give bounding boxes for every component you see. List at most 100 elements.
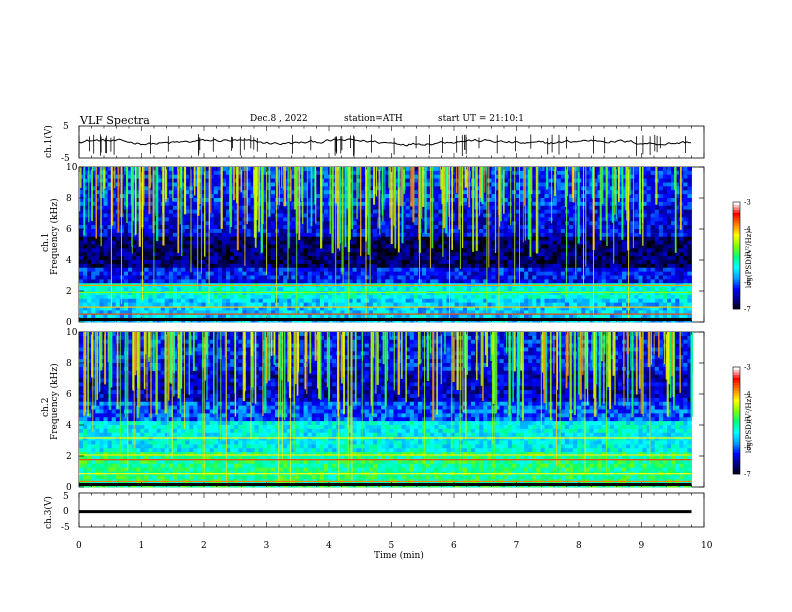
spectrogram-cell — [352, 275, 358, 280]
spectrogram-cell — [650, 287, 656, 292]
spectrogram-cell — [307, 229, 313, 234]
spectrogram-cell — [667, 167, 672, 172]
spectrogram-cell — [144, 287, 149, 292]
spectrogram-cell — [299, 271, 304, 276]
spectrogram-cell — [491, 194, 496, 199]
spectrogram-cell — [181, 198, 186, 203]
spectrogram-cell — [511, 263, 517, 269]
spectrogram-cell — [507, 271, 513, 276]
spectrogram-cell — [83, 256, 88, 261]
spectrogram-cell — [507, 291, 513, 296]
spectrogram-cell — [79, 201, 84, 207]
spectrogram-cell — [389, 279, 394, 284]
spectrogram-cell — [507, 260, 513, 265]
spectrogram-cell — [217, 267, 223, 273]
spectrogram-cell — [462, 232, 468, 238]
spectrogram-cell — [532, 167, 537, 172]
spectrogram-cell — [373, 236, 378, 242]
spectrogram-cell — [662, 217, 668, 222]
spectrogram-cell — [168, 170, 174, 176]
spectrogram-cell — [483, 260, 488, 265]
spectrogram-cell — [352, 244, 358, 249]
spectrogram-cell — [634, 167, 639, 172]
spectrogram-cell — [597, 256, 603, 261]
spectrogram-cell — [622, 221, 627, 226]
spectrogram-cell — [405, 271, 411, 276]
spectrogram-cell — [662, 240, 668, 245]
spectrogram-cell — [270, 182, 276, 187]
spectrogram-cell — [466, 213, 472, 218]
spectrogram-cell — [667, 186, 672, 191]
spectrogram-cell — [156, 205, 162, 211]
spectrogram-cell — [373, 267, 378, 273]
spectrogram-cell — [405, 186, 411, 191]
spectrogram-cell — [99, 287, 104, 292]
spectrogram-cell — [634, 186, 639, 191]
spectrogram-cell — [413, 174, 419, 180]
spectrogram-cell — [111, 174, 117, 180]
spectrogram-cell — [148, 229, 153, 234]
spectrogram-cell — [250, 271, 255, 276]
spectrogram-cell — [393, 248, 398, 253]
spectrogram-cell — [487, 279, 492, 284]
spectrogram-cell — [585, 182, 590, 187]
spectrogram-cell — [311, 236, 317, 242]
spectrogram-cell — [507, 256, 513, 261]
spectrogram-cell — [658, 213, 664, 218]
spectrogram-cell — [111, 201, 117, 207]
spectrogram-cell — [495, 252, 500, 257]
spectrogram-cell — [618, 263, 623, 269]
spectrogram-cell — [618, 205, 623, 211]
spectrogram-cell — [654, 232, 660, 238]
spectrogram-cell — [450, 275, 456, 280]
spectrogram-cell — [119, 267, 125, 273]
spectrogram-cell — [593, 190, 598, 195]
spectrogram-cell — [136, 221, 141, 226]
spectrogram-cell — [532, 236, 537, 242]
spectrogram-cell — [226, 205, 231, 211]
spectrogram-cell — [650, 267, 656, 273]
spectrogram-cell — [315, 291, 321, 296]
spectrogram-cell — [401, 236, 407, 242]
spectrogram-cell — [458, 248, 464, 253]
spectrogram-cell — [79, 221, 84, 226]
spectrogram-cell — [205, 209, 211, 214]
spectrogram-cell — [291, 240, 296, 245]
spectrogram-cell — [544, 287, 549, 292]
spectrogram-cell — [254, 244, 260, 249]
spectrogram-cell — [315, 174, 321, 180]
spectrogram-cell — [618, 256, 623, 261]
spectrogram-cell — [230, 279, 235, 284]
spectrogram-cell — [307, 205, 313, 211]
spectrogram-cell — [315, 244, 321, 249]
spectrogram-cell — [340, 252, 345, 257]
spectrogram-cell — [221, 271, 227, 276]
spectrogram-cell — [654, 236, 660, 242]
spectrogram-cell — [564, 263, 570, 269]
spectrogram-cell — [115, 267, 121, 273]
spectrogram-cell — [560, 221, 566, 226]
spectrogram-cell — [197, 225, 202, 230]
spectrogram-cell — [556, 213, 562, 218]
spectrogram-cell — [307, 244, 313, 249]
spectrogram-cell — [250, 240, 255, 245]
spectrogram-cell — [458, 244, 464, 249]
spectrogram-cell — [569, 221, 574, 226]
spectrogram-cell — [181, 252, 186, 257]
spectrogram-cell — [246, 198, 251, 203]
spectrogram-cell — [119, 236, 125, 242]
spectrogram-cell — [91, 182, 96, 187]
spectrogram-cell — [364, 287, 370, 292]
spectrogram-cell — [442, 279, 447, 284]
spectrogram-cell — [348, 263, 353, 269]
spectrogram-cell — [495, 248, 500, 253]
spectrogram-cell — [650, 275, 656, 280]
spectrogram-cell — [238, 244, 243, 249]
spectrogram-cell — [675, 229, 680, 234]
spectrogram-cell — [87, 194, 92, 199]
spectrogram-cell — [230, 256, 235, 261]
spectrogram-cell — [528, 287, 533, 292]
spectrogram-cell — [454, 213, 460, 218]
spectrogram-cell — [675, 178, 680, 183]
spectrogram-cell — [646, 279, 652, 284]
